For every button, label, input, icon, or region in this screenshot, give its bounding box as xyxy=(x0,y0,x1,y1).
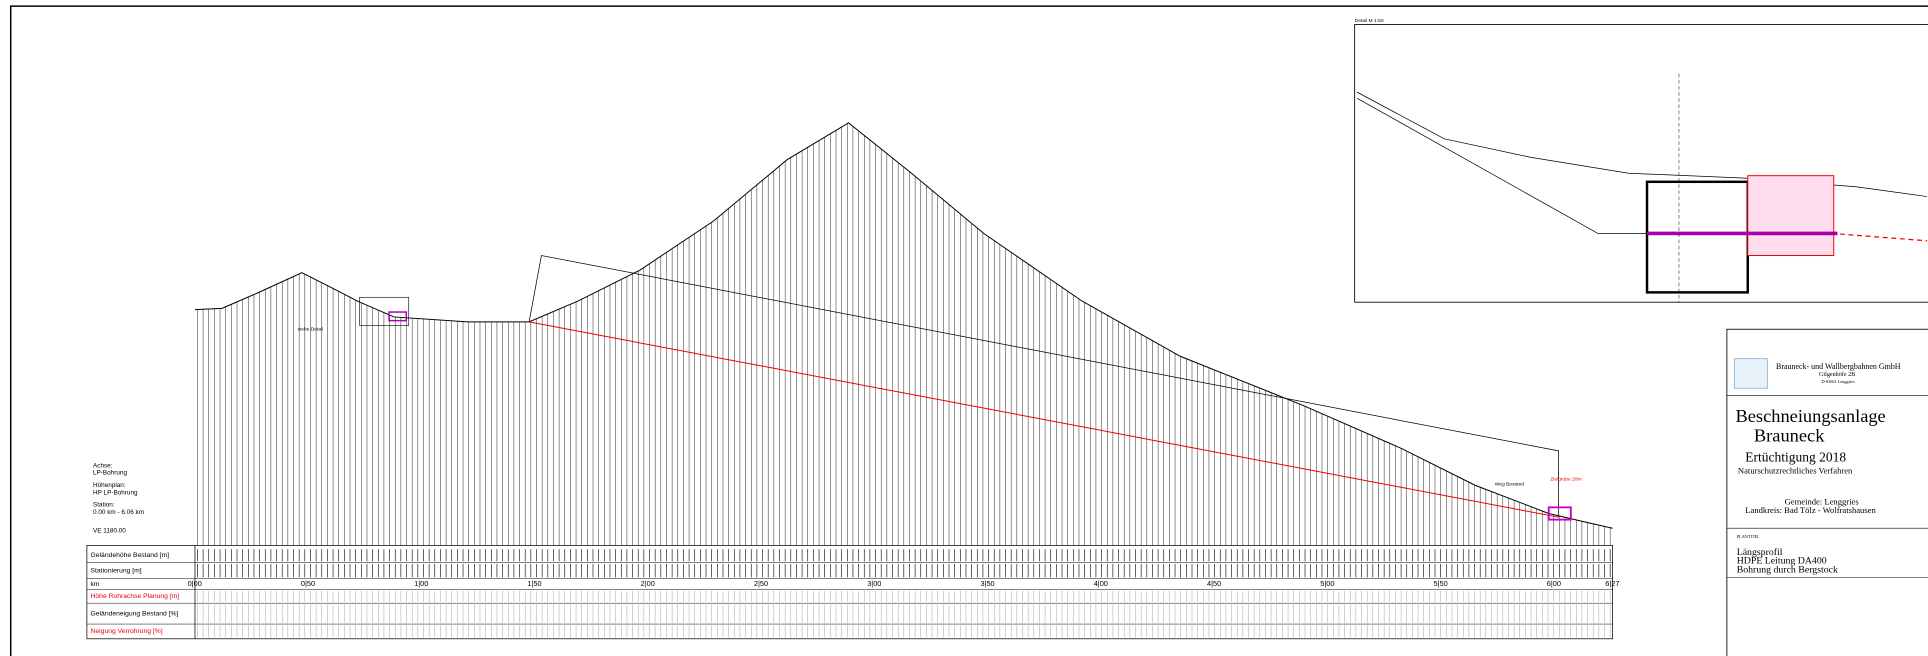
axis-info: VE 1180.00 xyxy=(93,527,126,534)
project: Beschneiungsanlage xyxy=(1735,406,1885,426)
km-label: 3|00 xyxy=(867,579,881,588)
km-label: 3|50 xyxy=(980,579,994,588)
table-row-label: Neigung Verrohrung [%] xyxy=(91,628,163,635)
project: Naturschutzrechtliches Verfahren xyxy=(1738,466,1853,476)
plan-title: Längsprofil xyxy=(1737,547,1783,558)
table-row-label: Geländehöhe Bestand [m] xyxy=(91,552,170,559)
start-station xyxy=(388,311,408,322)
km-label: 1|00 xyxy=(414,579,428,588)
detail-title: Detail M 1:50 xyxy=(1355,18,1384,24)
terrain-line xyxy=(194,122,1613,529)
annotation: Weg Bestand xyxy=(1495,481,1525,487)
table-row-label: Geländeneigung Bestand [%] xyxy=(91,610,179,617)
client: Brauneck- und Wallbergbahnen GmbH xyxy=(1776,362,1901,371)
sheet-frame xyxy=(9,5,1928,656)
bore-line xyxy=(528,255,1559,518)
title-block: Brauneck- und Wallbergbahnen GmbH Gilgen… xyxy=(1726,328,1928,656)
km-label: 2|00 xyxy=(641,579,655,588)
km-label: 4|50 xyxy=(1207,579,1221,588)
km-label: 1|50 xyxy=(527,579,541,588)
axis-info: Station: xyxy=(93,502,115,509)
detail-chamber xyxy=(1645,180,1749,294)
start-pit xyxy=(359,296,410,326)
detail-pit xyxy=(1747,175,1835,257)
km-label: 4|00 xyxy=(1094,579,1108,588)
table-frame xyxy=(86,545,1613,640)
detail-frame xyxy=(1354,24,1928,303)
pipe-axis xyxy=(529,321,1559,518)
detail-pipe xyxy=(1831,232,1928,242)
client: Gilgenhöfe 2B xyxy=(1819,371,1855,378)
table-row-label: Stationierung [m] xyxy=(91,567,142,574)
km-label: 6|27 xyxy=(1605,579,1619,588)
detail: Detail M 1:50 xyxy=(1354,18,1928,303)
axis-info: Höhenplan: xyxy=(93,482,126,489)
km-label: 0|00 xyxy=(188,579,202,588)
km-label: 5|00 xyxy=(1320,579,1334,588)
project: Ertüchtigung 2018 xyxy=(1745,449,1846,464)
km-label: 5|50 xyxy=(1434,579,1448,588)
location: Landkreis: Bad Tölz - Wolfratshausen xyxy=(1745,505,1876,515)
location: Gemeinde: Lenggries xyxy=(1785,496,1860,506)
project: Brauneck xyxy=(1754,426,1825,446)
detail-terrain xyxy=(1356,91,1928,197)
client: D-83661 Lenggries xyxy=(1821,379,1855,384)
annotation: siehe Detail xyxy=(298,327,324,333)
detail-bore xyxy=(1356,97,1648,234)
km-label: 0|50 xyxy=(301,579,315,588)
plan-title: HDPE Leitung DA400 xyxy=(1737,556,1827,567)
plan-label: PLANTITEL xyxy=(1737,534,1760,539)
annotation: Zielgrube 20m xyxy=(1550,476,1581,482)
km-label: 2|50 xyxy=(754,579,768,588)
axis-info: Achse: xyxy=(93,462,113,469)
logo xyxy=(1733,358,1768,389)
axis-info: LP-Bohrung xyxy=(93,470,127,477)
table-row-label: Höhe Rohrachse Planung [m] xyxy=(91,593,180,600)
profile-table: Geländehöhe Bestand [m] Stationierung [m]… xyxy=(86,545,1619,640)
end-station xyxy=(1547,506,1572,521)
plan-title: Bohrung durch Bergstock xyxy=(1737,564,1838,575)
axis-info: HP LP-Bohrung xyxy=(93,489,138,496)
profile-hatch xyxy=(197,123,1611,546)
km-label: 6|00 xyxy=(1547,579,1561,588)
table-row-label: km xyxy=(91,581,100,588)
axis-info: 0.00 km - 6.06 km xyxy=(93,509,144,516)
title-frame xyxy=(1726,328,1928,656)
